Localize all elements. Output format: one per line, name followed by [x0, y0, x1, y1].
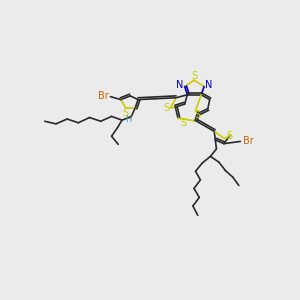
Text: S: S — [191, 71, 197, 81]
Text: S: S — [194, 110, 200, 120]
Text: S: S — [123, 108, 129, 118]
Text: H: H — [125, 115, 131, 124]
Text: S: S — [181, 118, 187, 128]
Text: Br: Br — [243, 136, 254, 146]
Text: S: S — [163, 103, 169, 113]
Text: Br: Br — [98, 91, 109, 100]
Text: N: N — [205, 80, 213, 90]
Text: S: S — [227, 131, 233, 141]
Text: N: N — [176, 80, 184, 90]
